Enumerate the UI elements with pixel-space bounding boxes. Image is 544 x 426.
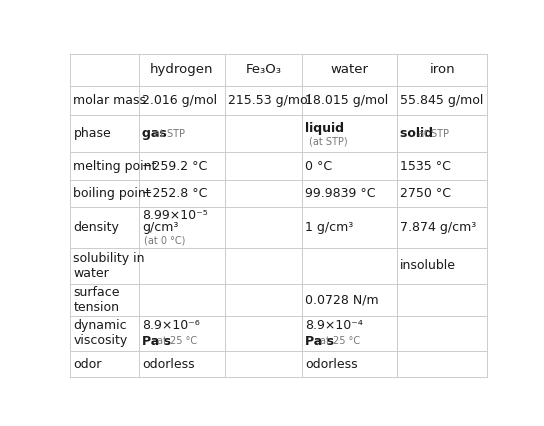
Text: dynamic
viscosity: dynamic viscosity xyxy=(73,319,128,347)
Text: at 25 °C: at 25 °C xyxy=(320,336,360,346)
Text: Fe₃O₃: Fe₃O₃ xyxy=(245,63,281,76)
Text: (at STP): (at STP) xyxy=(309,136,348,146)
Text: odorless: odorless xyxy=(305,358,358,371)
Text: gas: gas xyxy=(142,127,171,140)
Text: 55.845 g/mol: 55.845 g/mol xyxy=(400,94,484,107)
Text: 18.015 g/mol: 18.015 g/mol xyxy=(305,94,388,107)
Text: solubility in
water: solubility in water xyxy=(73,252,145,280)
Text: 0.0728 N/m: 0.0728 N/m xyxy=(305,293,379,306)
Text: −252.8 °C: −252.8 °C xyxy=(142,187,207,200)
Text: solid: solid xyxy=(400,127,438,140)
Text: 8.9×10⁻⁴: 8.9×10⁻⁴ xyxy=(305,319,363,332)
Text: phase: phase xyxy=(73,127,111,140)
Text: at STP: at STP xyxy=(154,129,185,139)
Text: g/cm³: g/cm³ xyxy=(142,221,178,234)
Text: molar mass: molar mass xyxy=(73,94,146,107)
Text: 1 g/cm³: 1 g/cm³ xyxy=(305,221,354,234)
Text: 99.9839 °C: 99.9839 °C xyxy=(305,187,376,200)
Text: Pa s: Pa s xyxy=(305,334,335,348)
Text: Pa s: Pa s xyxy=(142,334,171,348)
Text: (at 0 °C): (at 0 °C) xyxy=(145,235,186,245)
Text: density: density xyxy=(73,221,119,234)
Text: iron: iron xyxy=(429,63,455,76)
Text: 8.99×10⁻⁵: 8.99×10⁻⁵ xyxy=(142,209,208,222)
Text: 1535 °C: 1535 °C xyxy=(400,160,451,173)
Text: 215.53 g/mol: 215.53 g/mol xyxy=(228,94,311,107)
Text: at STP: at STP xyxy=(418,129,449,139)
Text: −259.2 °C: −259.2 °C xyxy=(142,160,207,173)
Text: 2750 °C: 2750 °C xyxy=(400,187,452,200)
Text: 8.9×10⁻⁶: 8.9×10⁻⁶ xyxy=(142,319,200,332)
Text: surface
tension: surface tension xyxy=(73,285,120,314)
Text: water: water xyxy=(330,63,368,76)
Text: liquid: liquid xyxy=(305,122,344,135)
Text: melting point: melting point xyxy=(73,160,157,173)
Text: insoluble: insoluble xyxy=(400,259,456,273)
Text: boiling point: boiling point xyxy=(73,187,151,200)
Text: hydrogen: hydrogen xyxy=(150,63,213,76)
Text: 0 °C: 0 °C xyxy=(305,160,332,173)
Text: odorless: odorless xyxy=(142,358,195,371)
Text: 7.874 g/cm³: 7.874 g/cm³ xyxy=(400,221,477,234)
Text: at 25 °C: at 25 °C xyxy=(157,336,197,346)
Text: odor: odor xyxy=(73,358,102,371)
Text: 2.016 g/mol: 2.016 g/mol xyxy=(142,94,217,107)
